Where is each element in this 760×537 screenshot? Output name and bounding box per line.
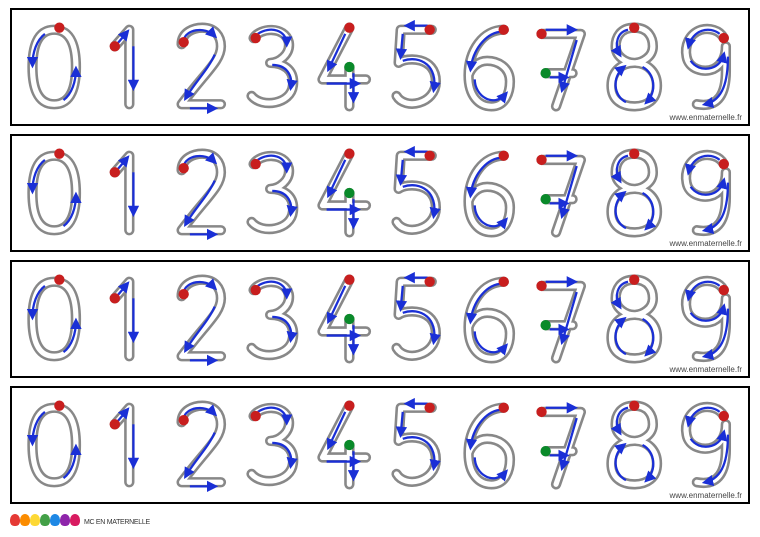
digit-1 — [90, 266, 162, 372]
digit-0 — [18, 14, 90, 120]
digit-1 — [90, 14, 162, 120]
digit-0 — [18, 140, 90, 246]
credit-text: www.enmaternelle.fr — [670, 239, 742, 248]
digit-6 — [452, 140, 524, 246]
digit-3 — [235, 392, 307, 498]
digit-8 — [597, 14, 669, 120]
digit-3 — [235, 14, 307, 120]
digit-6 — [452, 14, 524, 120]
credit-text: www.enmaternelle.fr — [670, 113, 742, 122]
digit-7 — [525, 266, 597, 372]
digit-0 — [18, 392, 90, 498]
digit-7 — [525, 14, 597, 120]
digit-5 — [380, 140, 452, 246]
digit-4 — [308, 392, 380, 498]
digit-1 — [90, 392, 162, 498]
digit-7 — [525, 392, 597, 498]
digit-5 — [380, 14, 452, 120]
digit-9 — [670, 266, 742, 372]
digit-8 — [597, 140, 669, 246]
digit-5 — [380, 266, 452, 372]
digit-1 — [90, 140, 162, 246]
digit-8 — [597, 266, 669, 372]
digit-6 — [452, 392, 524, 498]
digit-9 — [670, 14, 742, 120]
digit-8 — [597, 392, 669, 498]
digit-2 — [163, 14, 235, 120]
tracing-strip: www.enmaternelle.fr — [10, 8, 750, 126]
site-logo: MC EN MATERNELLE — [10, 513, 150, 531]
digit-2 — [163, 392, 235, 498]
digit-5 — [380, 392, 452, 498]
digit-4 — [308, 140, 380, 246]
digit-3 — [235, 266, 307, 372]
tracing-strip: www.enmaternelle.fr — [10, 260, 750, 378]
credit-text: www.enmaternelle.fr — [670, 365, 742, 374]
credit-text: www.enmaternelle.fr — [670, 491, 742, 500]
digit-9 — [670, 392, 742, 498]
digit-3 — [235, 140, 307, 246]
tracing-strip: www.enmaternelle.fr — [10, 134, 750, 252]
digit-9 — [670, 140, 742, 246]
digit-4 — [308, 14, 380, 120]
digit-0 — [18, 266, 90, 372]
tracing-strip: www.enmaternelle.fr — [10, 386, 750, 504]
digit-2 — [163, 140, 235, 246]
logo-text: MC EN MATERNELLE — [84, 519, 150, 526]
digit-7 — [525, 140, 597, 246]
digit-2 — [163, 266, 235, 372]
digit-6 — [452, 266, 524, 372]
digit-4 — [308, 266, 380, 372]
